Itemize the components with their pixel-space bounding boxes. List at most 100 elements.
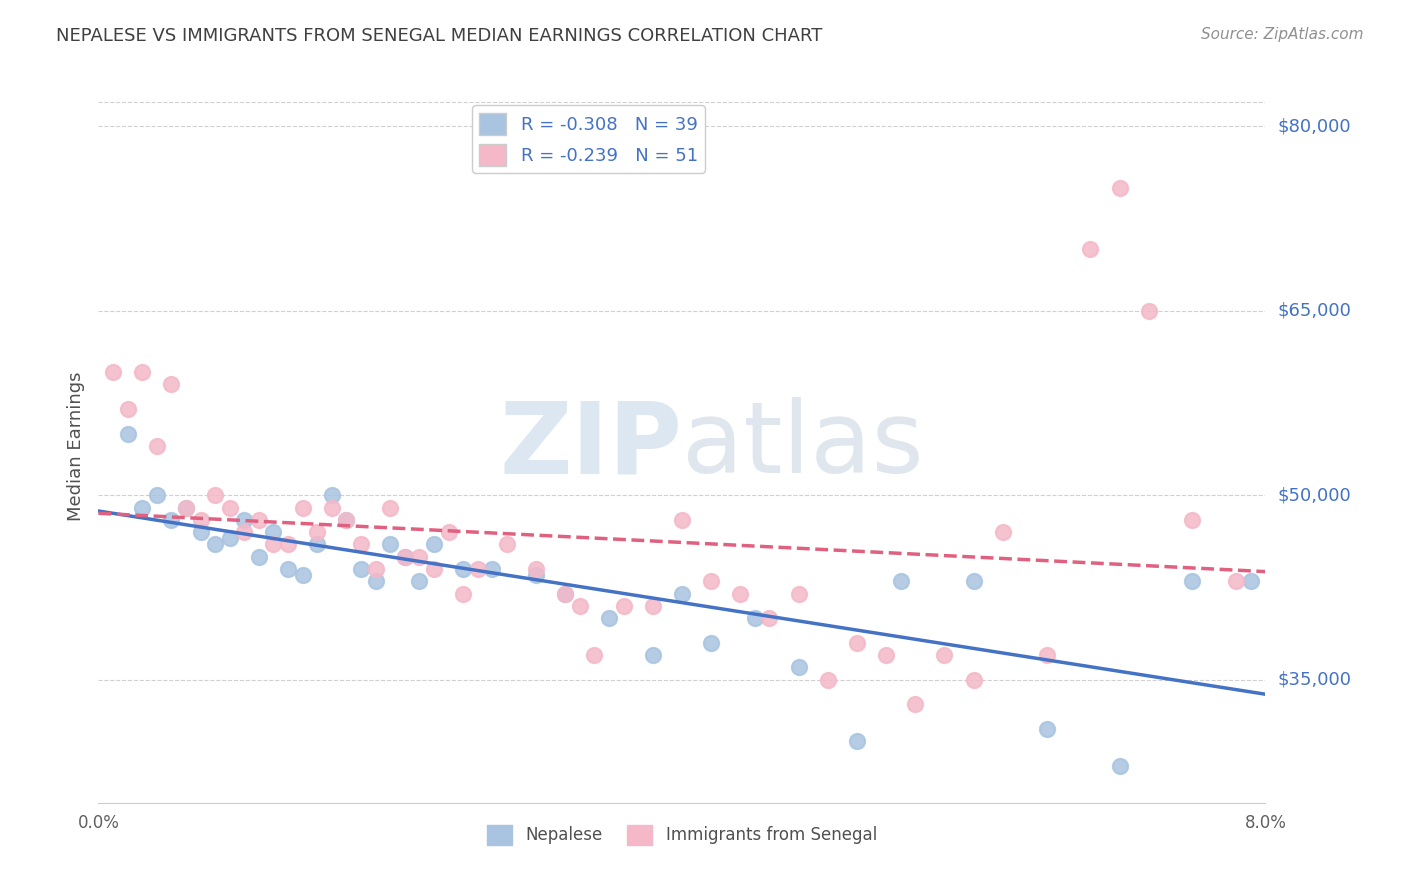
- Point: [350, 537, 373, 551]
- Point: [700, 574, 723, 589]
- Legend: Nepalese, Immigrants from Senegal: Nepalese, Immigrants from Senegal: [481, 818, 883, 852]
- Point: [262, 537, 284, 551]
- Point: [875, 648, 897, 662]
- Point: [962, 574, 984, 589]
- Point: [1225, 574, 1247, 589]
- Point: [364, 562, 387, 576]
- Point: [321, 488, 343, 502]
- Point: [962, 673, 984, 687]
- Point: [160, 513, 183, 527]
- Point: [934, 648, 956, 662]
- Point: [131, 365, 153, 379]
- Point: [204, 537, 226, 551]
- Point: [524, 562, 547, 576]
- Point: [146, 439, 169, 453]
- Point: [671, 587, 693, 601]
- Point: [277, 537, 299, 551]
- Point: [1108, 180, 1130, 194]
- Point: [481, 562, 503, 576]
- Point: [394, 549, 416, 564]
- Point: [568, 599, 591, 613]
- Point: [394, 549, 416, 564]
- Point: [845, 636, 868, 650]
- Point: [380, 500, 402, 515]
- Point: [321, 500, 343, 515]
- Text: $50,000: $50,000: [1277, 486, 1351, 504]
- Point: [467, 562, 489, 576]
- Point: [262, 525, 284, 540]
- Point: [423, 537, 446, 551]
- Point: [641, 648, 664, 662]
- Point: [671, 513, 693, 527]
- Point: [641, 599, 664, 613]
- Text: ZIP: ZIP: [499, 398, 682, 494]
- Point: [131, 500, 153, 515]
- Point: [437, 525, 460, 540]
- Point: [1108, 759, 1130, 773]
- Point: [335, 513, 357, 527]
- Point: [408, 549, 430, 564]
- Point: [1181, 513, 1204, 527]
- Point: [700, 636, 723, 650]
- Y-axis label: Median Earnings: Median Earnings: [66, 371, 84, 521]
- Point: [174, 500, 197, 515]
- Text: Source: ZipAtlas.com: Source: ZipAtlas.com: [1201, 27, 1364, 42]
- Point: [890, 574, 912, 589]
- Point: [554, 587, 576, 601]
- Point: [247, 513, 270, 527]
- Point: [845, 734, 868, 748]
- Point: [233, 513, 256, 527]
- Point: [307, 537, 329, 551]
- Point: [1035, 648, 1057, 662]
- Point: [904, 698, 927, 712]
- Point: [247, 549, 270, 564]
- Point: [1240, 574, 1263, 589]
- Point: [1035, 722, 1057, 736]
- Point: [496, 537, 519, 551]
- Point: [291, 568, 314, 582]
- Point: [524, 568, 547, 582]
- Point: [451, 562, 474, 576]
- Point: [612, 599, 634, 613]
- Text: $35,000: $35,000: [1277, 671, 1351, 689]
- Point: [991, 525, 1014, 540]
- Point: [408, 574, 430, 589]
- Point: [744, 611, 766, 625]
- Point: [364, 574, 387, 589]
- Point: [380, 537, 402, 551]
- Point: [291, 500, 314, 515]
- Point: [817, 673, 839, 687]
- Point: [451, 587, 474, 601]
- Point: [787, 587, 810, 601]
- Point: [190, 525, 212, 540]
- Point: [101, 365, 124, 379]
- Point: [1080, 242, 1102, 256]
- Point: [423, 562, 446, 576]
- Point: [117, 426, 139, 441]
- Point: [204, 488, 226, 502]
- Point: [277, 562, 299, 576]
- Point: [1137, 303, 1160, 318]
- Text: $65,000: $65,000: [1277, 301, 1351, 319]
- Point: [335, 513, 357, 527]
- Point: [1181, 574, 1204, 589]
- Point: [583, 648, 606, 662]
- Point: [554, 587, 576, 601]
- Point: [146, 488, 169, 502]
- Point: [598, 611, 620, 625]
- Text: atlas: atlas: [682, 398, 924, 494]
- Point: [174, 500, 197, 515]
- Point: [307, 525, 329, 540]
- Point: [117, 402, 139, 417]
- Point: [218, 500, 240, 515]
- Text: $80,000: $80,000: [1277, 117, 1351, 135]
- Point: [218, 531, 240, 545]
- Text: NEPALESE VS IMMIGRANTS FROM SENEGAL MEDIAN EARNINGS CORRELATION CHART: NEPALESE VS IMMIGRANTS FROM SENEGAL MEDI…: [56, 27, 823, 45]
- Point: [233, 525, 256, 540]
- Point: [758, 611, 780, 625]
- Point: [787, 660, 810, 674]
- Point: [350, 562, 373, 576]
- Point: [730, 587, 752, 601]
- Point: [160, 377, 183, 392]
- Point: [190, 513, 212, 527]
